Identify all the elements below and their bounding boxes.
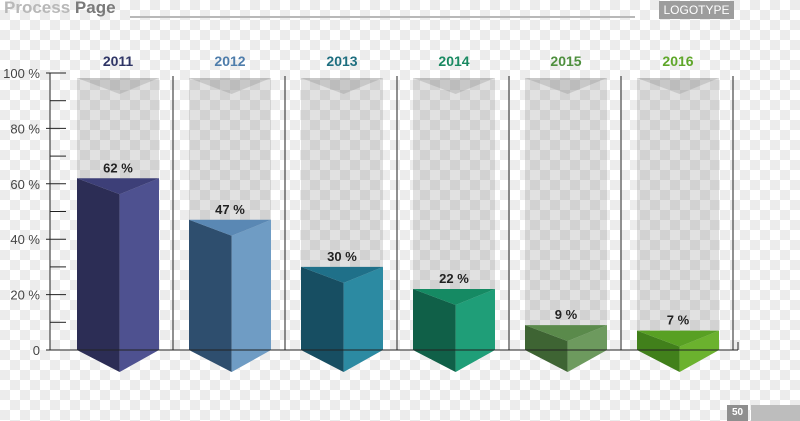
bar-top [301,266,383,283]
bar-top [77,178,159,195]
bar-background-top [189,78,271,94]
category-label: 2014 [438,53,469,69]
bar-side [637,330,680,372]
bar-front [119,178,159,372]
logotype-badge: LOGOTYPE [659,1,734,19]
bar-front [455,289,495,372]
y-tick-label: 60 % [10,177,40,192]
data-label: 9 % [555,307,578,322]
y-tick-label: 40 % [10,232,40,247]
bar-background [637,78,719,372]
y-tick-label: 20 % [10,288,40,303]
category-label: 2012 [214,53,245,69]
page-title: Process Page [4,0,116,18]
bar-top [413,289,495,306]
bar-front [567,325,607,372]
bar-background [525,78,607,372]
bar-front [343,266,383,372]
page-title-part1: Process [4,0,71,17]
header-divider [130,16,635,18]
category-label: 2011 [103,53,134,69]
footer-bar [751,405,800,421]
category-label: 2013 [326,53,357,69]
data-label: 7 % [667,313,690,328]
bar-top [637,330,719,347]
bar-background-top [525,78,607,94]
data-label: 47 % [215,202,245,217]
bar-background-top [413,78,495,94]
bar-background-top [77,78,159,94]
bar-side [413,289,456,372]
bar-front [679,330,719,372]
category-label: 2016 [662,53,693,69]
y-tick-label: 0 [33,343,40,358]
y-tick-label: 80 % [10,121,40,136]
bar-top [525,325,607,342]
bar-background-top [301,78,383,94]
bar-top [189,219,271,236]
bar-side [77,178,120,372]
data-label: 62 % [103,160,133,175]
page-title-part2: Page [74,0,116,17]
y-tick-label: 100 % [3,66,40,81]
bar-background-top [637,78,719,94]
page-number: 50 [727,405,748,421]
bar-side [189,219,232,372]
data-label: 30 % [327,249,357,264]
bar-front [231,219,271,372]
category-label: 2015 [550,53,581,69]
data-label: 22 % [439,271,469,286]
bar-side [525,325,568,372]
bar-side [301,266,344,372]
